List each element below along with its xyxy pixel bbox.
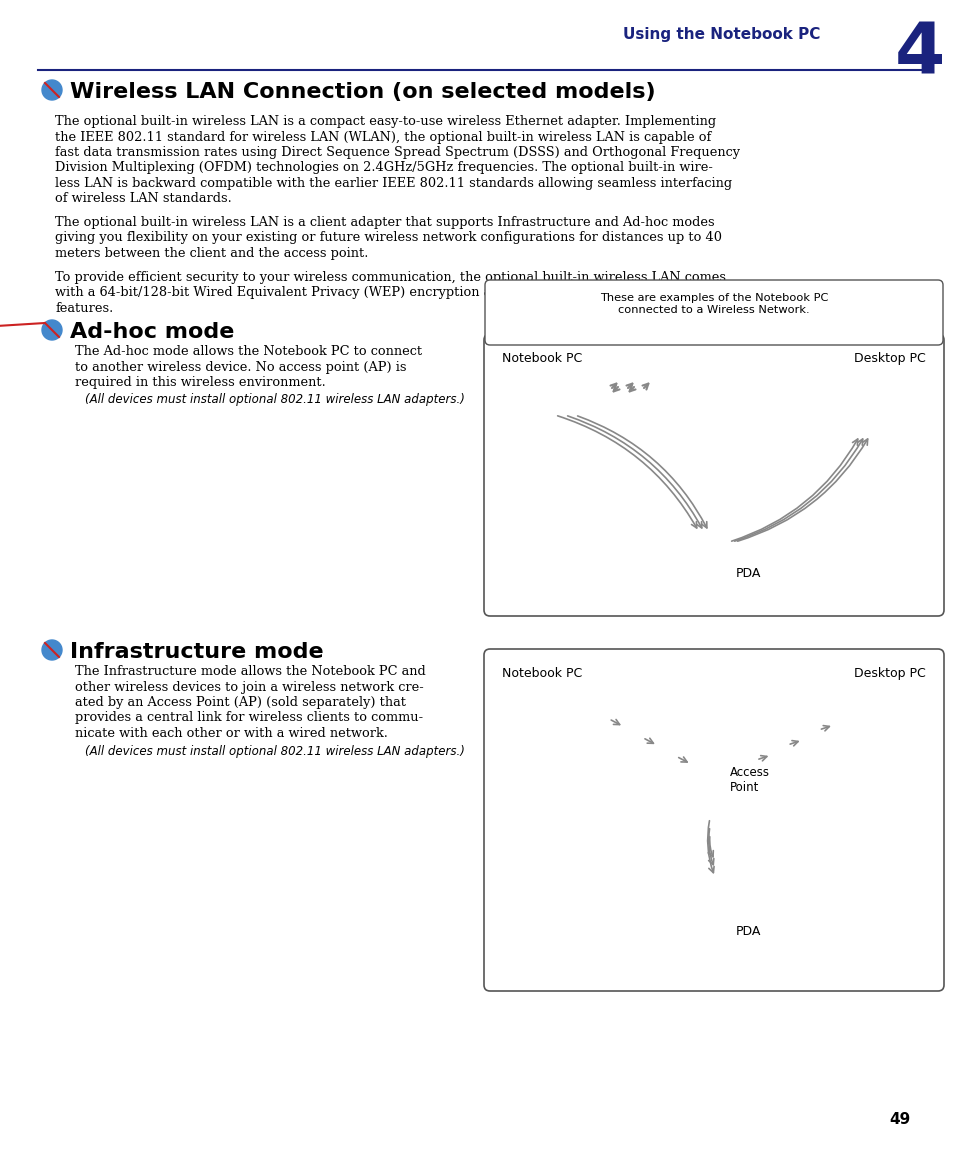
FancyBboxPatch shape	[859, 675, 890, 698]
FancyBboxPatch shape	[856, 362, 893, 392]
Text: ated by an Access Point (AP) (sold separately) that: ated by an Access Point (AP) (sold separ…	[75, 696, 406, 709]
Text: giving you flexibility on your existing or future wireless network configuration: giving you flexibility on your existing …	[55, 231, 721, 245]
FancyBboxPatch shape	[483, 334, 943, 616]
Text: Access
Point: Access Point	[729, 766, 769, 793]
FancyBboxPatch shape	[484, 280, 942, 345]
Text: features.: features.	[55, 301, 113, 314]
FancyBboxPatch shape	[847, 683, 901, 777]
Text: Desktop PC: Desktop PC	[853, 666, 925, 680]
Text: the IEEE 802.11 standard for wireless LAN (WLAN), the optional built-in wireless: the IEEE 802.11 standard for wireless LA…	[55, 131, 711, 143]
Text: of wireless LAN standards.: of wireless LAN standards.	[55, 193, 232, 206]
Text: (All devices must install optional 802.11 wireless LAN adapters.): (All devices must install optional 802.1…	[85, 745, 464, 758]
Text: meters between the client and the access point.: meters between the client and the access…	[55, 247, 368, 260]
FancyBboxPatch shape	[859, 364, 890, 388]
Text: 49: 49	[888, 1112, 910, 1127]
FancyBboxPatch shape	[856, 671, 893, 701]
FancyBboxPatch shape	[513, 678, 566, 711]
Text: The optional built-in wireless LAN is a client adapter that supports Infrastruct: The optional built-in wireless LAN is a …	[55, 216, 714, 229]
Text: nicate with each other or with a wired network.: nicate with each other or with a wired n…	[75, 726, 388, 740]
Text: Ad-hoc mode: Ad-hoc mode	[70, 322, 234, 342]
Circle shape	[42, 80, 62, 100]
FancyBboxPatch shape	[513, 368, 566, 402]
Text: provides a central link for wireless clients to commu-: provides a central link for wireless cli…	[75, 711, 423, 724]
Text: 4: 4	[894, 20, 944, 89]
FancyBboxPatch shape	[503, 404, 576, 426]
Text: PDA: PDA	[735, 925, 760, 938]
Text: Notebook PC: Notebook PC	[501, 666, 581, 680]
Text: fast data transmission rates using Direct Sequence Spread Spectrum (DSSS) and Or: fast data transmission rates using Direc…	[55, 146, 740, 159]
FancyBboxPatch shape	[503, 714, 576, 736]
Text: To provide efficient security to your wireless communication, the optional built: To provide efficient security to your wi…	[55, 270, 725, 283]
Text: Notebook PC: Notebook PC	[501, 352, 581, 365]
FancyBboxPatch shape	[700, 542, 727, 576]
FancyBboxPatch shape	[700, 900, 727, 934]
Text: Division Multiplexing (OFDM) technologies on 2.4GHz/5GHz frequencies. The option: Division Multiplexing (OFDM) technologie…	[55, 162, 712, 174]
FancyBboxPatch shape	[692, 748, 726, 812]
FancyBboxPatch shape	[509, 675, 571, 716]
Text: with a 64-bit/128-bit Wired Equivalent Privacy (WEP) encryption and Wi-Fi Protec: with a 64-bit/128-bit Wired Equivalent P…	[55, 286, 707, 299]
Text: The Infrastructure mode allows the Notebook PC and: The Infrastructure mode allows the Noteb…	[75, 665, 425, 678]
FancyBboxPatch shape	[693, 884, 733, 942]
Text: PDA: PDA	[735, 567, 760, 580]
Text: Infrastructure mode: Infrastructure mode	[70, 642, 323, 662]
Text: less LAN is backward compatible with the earlier IEEE 802.11 standards allowing : less LAN is backward compatible with the…	[55, 177, 731, 191]
FancyBboxPatch shape	[693, 526, 733, 584]
Text: required in this wireless environment.: required in this wireless environment.	[75, 377, 325, 389]
FancyBboxPatch shape	[509, 364, 571, 407]
Circle shape	[42, 320, 62, 340]
Circle shape	[42, 640, 62, 660]
Text: Using the Notebook PC: Using the Notebook PC	[622, 27, 820, 42]
Text: Desktop PC: Desktop PC	[853, 352, 925, 365]
FancyBboxPatch shape	[847, 373, 901, 467]
Text: to another wireless device. No access point (AP) is: to another wireless device. No access po…	[75, 360, 406, 373]
Text: (All devices must install optional 802.11 wireless LAN adapters.): (All devices must install optional 802.1…	[85, 394, 464, 407]
Text: other wireless devices to join a wireless network cre-: other wireless devices to join a wireles…	[75, 680, 423, 693]
FancyBboxPatch shape	[483, 649, 943, 991]
Text: The optional built-in wireless LAN is a compact easy-to-use wireless Ethernet ad: The optional built-in wireless LAN is a …	[55, 116, 716, 128]
Text: The Ad-hoc mode allows the Notebook PC to connect: The Ad-hoc mode allows the Notebook PC t…	[75, 345, 421, 358]
Text: These are examples of the Notebook PC
connected to a Wireless Network.: These are examples of the Notebook PC co…	[599, 293, 827, 314]
Text: Wireless LAN Connection (on selected models): Wireless LAN Connection (on selected mod…	[70, 82, 655, 102]
